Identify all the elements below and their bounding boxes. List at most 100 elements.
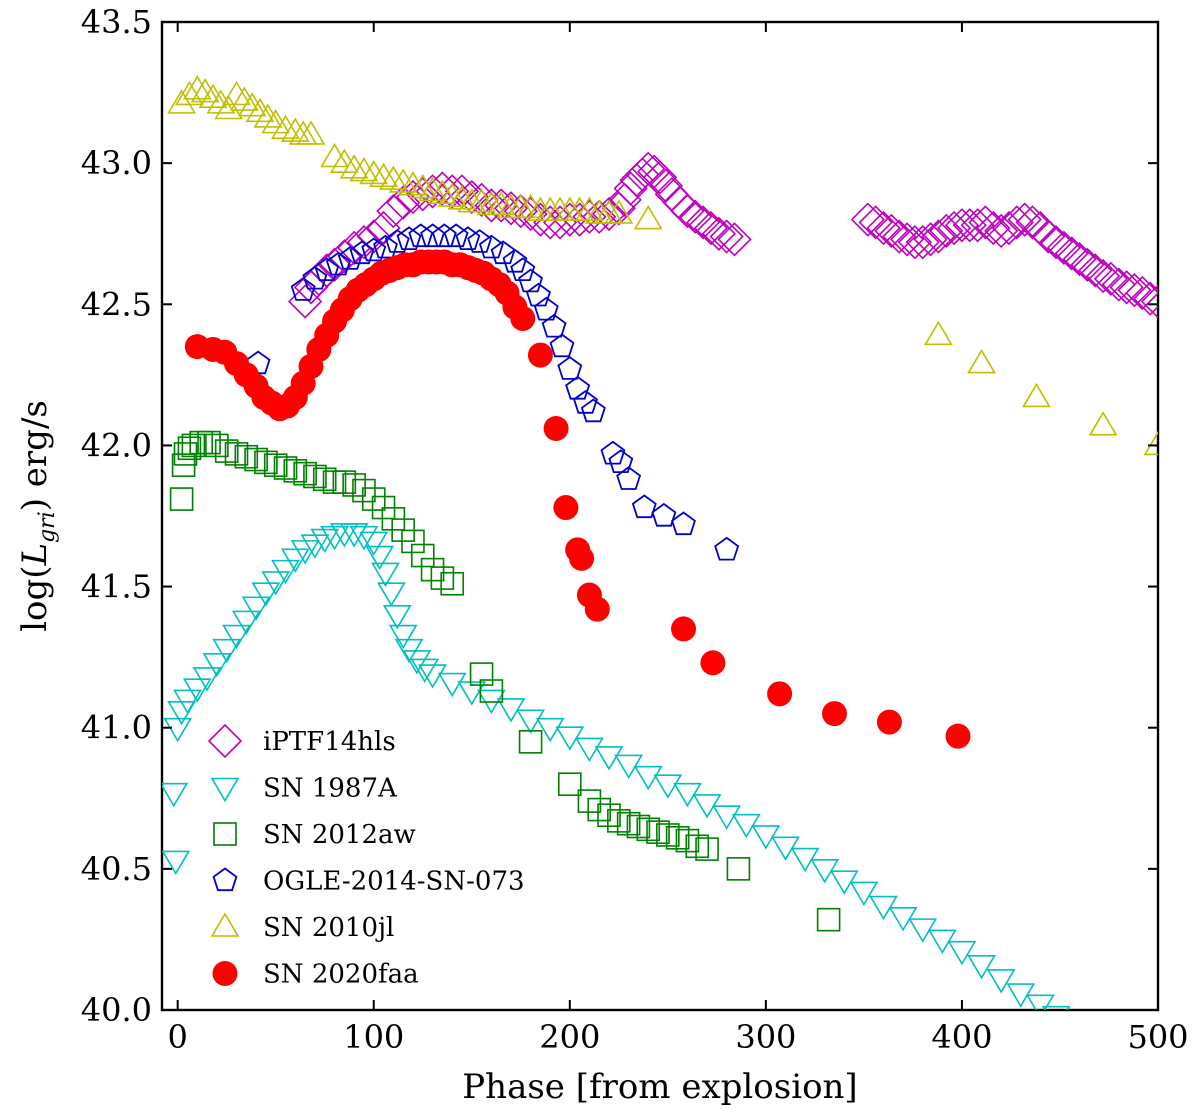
y-tick-label: 42.5 [81,285,152,323]
point-sn-2012aw [558,772,582,796]
point-sn-2012aw [312,467,337,492]
point-sn-1987a [849,881,879,907]
point-ogle-2014-sn-073 [616,466,642,490]
point-sn-2012aw [587,797,612,822]
point-sn-2020faa [553,495,579,521]
point-sn-2012aw [636,817,661,842]
point-sn-1987a [437,672,467,698]
point-sn-2012aw [244,447,268,472]
point-ogle-2014-sn-073 [510,257,536,282]
point-sn-2012aw [283,459,308,483]
y-tick-label: 40.5 [81,850,152,888]
point-iptf14hls [625,157,660,192]
point-ogle-2014-sn-073 [302,265,328,290]
point-iptf14hls [493,191,529,226]
point-sn-2012aw [303,464,327,489]
point-sn-2010jl [427,179,457,204]
point-iptf14hls [929,213,964,249]
point-iptf14hls [513,196,548,232]
point-iptf14hls [913,222,948,257]
point-sn-2012aw [685,834,710,859]
point-sn-2012aw [410,543,435,568]
point-sn-2010jl [175,80,204,106]
point-sn-2012aw [273,456,298,480]
point-sn-2012aw [420,557,445,582]
point-iptf14hls [1038,225,1074,260]
legend-marker-sn-1987a [210,777,240,803]
legend-label-iptf14hls: iPTF14hls [263,727,396,757]
legend-entry-sn-2020faa: SN 2020faa [212,960,419,990]
series-ogle-2014-sn-073 [245,223,740,561]
point-sn-2012aw [352,478,376,503]
point-sn-2010jl [1022,382,1051,408]
point-iptf14hls [301,261,336,297]
y-tick-label: 42.0 [81,426,152,464]
point-iptf14hls [850,202,885,237]
point-sn-2012aw [816,907,841,932]
point-iptf14hls [613,171,648,206]
point-sn-2010jl [167,89,197,114]
point-ogle-2014-sn-073 [431,223,457,248]
point-sn-2012aw [695,837,719,861]
point-iptf14hls [1140,284,1158,319]
point-iptf14hls [1046,230,1082,265]
y-tick-label: 41.0 [81,709,152,747]
point-sn-2010jl [967,348,996,374]
point-ogle-2014-sn-073 [525,282,551,307]
point-sn-2020faa [569,545,595,571]
point-ogle-2014-sn-073 [467,229,493,253]
point-ogle-2014-sn-073 [490,240,516,265]
point-iptf14hls [366,210,401,246]
point-sn-2020faa [876,709,902,735]
point-iptf14hls [717,222,752,257]
point-sn-2012aw [342,473,366,497]
point-sn-2010jl [447,185,477,210]
point-iptf14hls [999,205,1034,240]
point-ogle-2014-sn-073 [541,313,567,338]
point-ogle-2014-sn-073 [502,248,528,273]
point-sn-2010jl [198,83,228,109]
point-iptf14hls [415,174,450,209]
point-sn-1987a [371,562,400,588]
point-sn-1987a [516,709,546,734]
point-sn-2010jl [437,182,467,207]
point-iptf14hls [686,205,721,240]
point-iptf14hls [968,205,1003,240]
y-axis-title-prefix: log( [15,565,55,631]
point-sn-2012aw [197,430,221,455]
point-sn-2010jl [253,103,283,128]
point-sn-1987a [320,525,349,551]
point-sn-2010jl [516,193,546,219]
point-iptf14hls [591,196,627,232]
legend-label-ogle-2014-sn-073: OGLE-2014-SN-073 [263,867,525,897]
legend-marker-ogle-2014-sn-073 [212,867,238,892]
point-iptf14hls [976,210,1011,246]
point-iptf14hls [435,174,470,209]
point-sn-1987a [280,548,310,573]
y-tick-label: 40.0 [81,991,152,1029]
point-ogle-2014-sn-073 [549,333,575,358]
point-sn-1987a [162,850,191,875]
point-sn-1987a [575,737,604,763]
point-sn-2012aw [293,461,317,486]
point-sn-2010jl [237,92,267,117]
point-ogle-2014-sn-073 [290,277,316,301]
point-sn-2012aw [205,433,229,458]
point-sn-1987a [947,940,977,966]
plot-frame [160,20,1160,1012]
point-sn-1987a [241,596,271,621]
point-ogle-2014-sn-073 [573,389,598,414]
point-sn-1987a [167,700,197,726]
legend-label-sn-2020faa: SN 2020faa [263,960,419,990]
point-sn-2010jl [229,86,259,111]
point-ogle-2014-sn-073 [651,502,677,527]
point-sn-1987a [271,559,300,585]
point-sn-2010jl [575,196,604,221]
series-sn-2020faa [184,249,971,749]
point-sn-2010jl [245,97,275,123]
point-sn-2010jl [398,171,428,196]
point-sn-1987a [162,782,189,808]
point-sn-1987a [967,955,996,980]
point-sn-1987a [382,604,412,630]
